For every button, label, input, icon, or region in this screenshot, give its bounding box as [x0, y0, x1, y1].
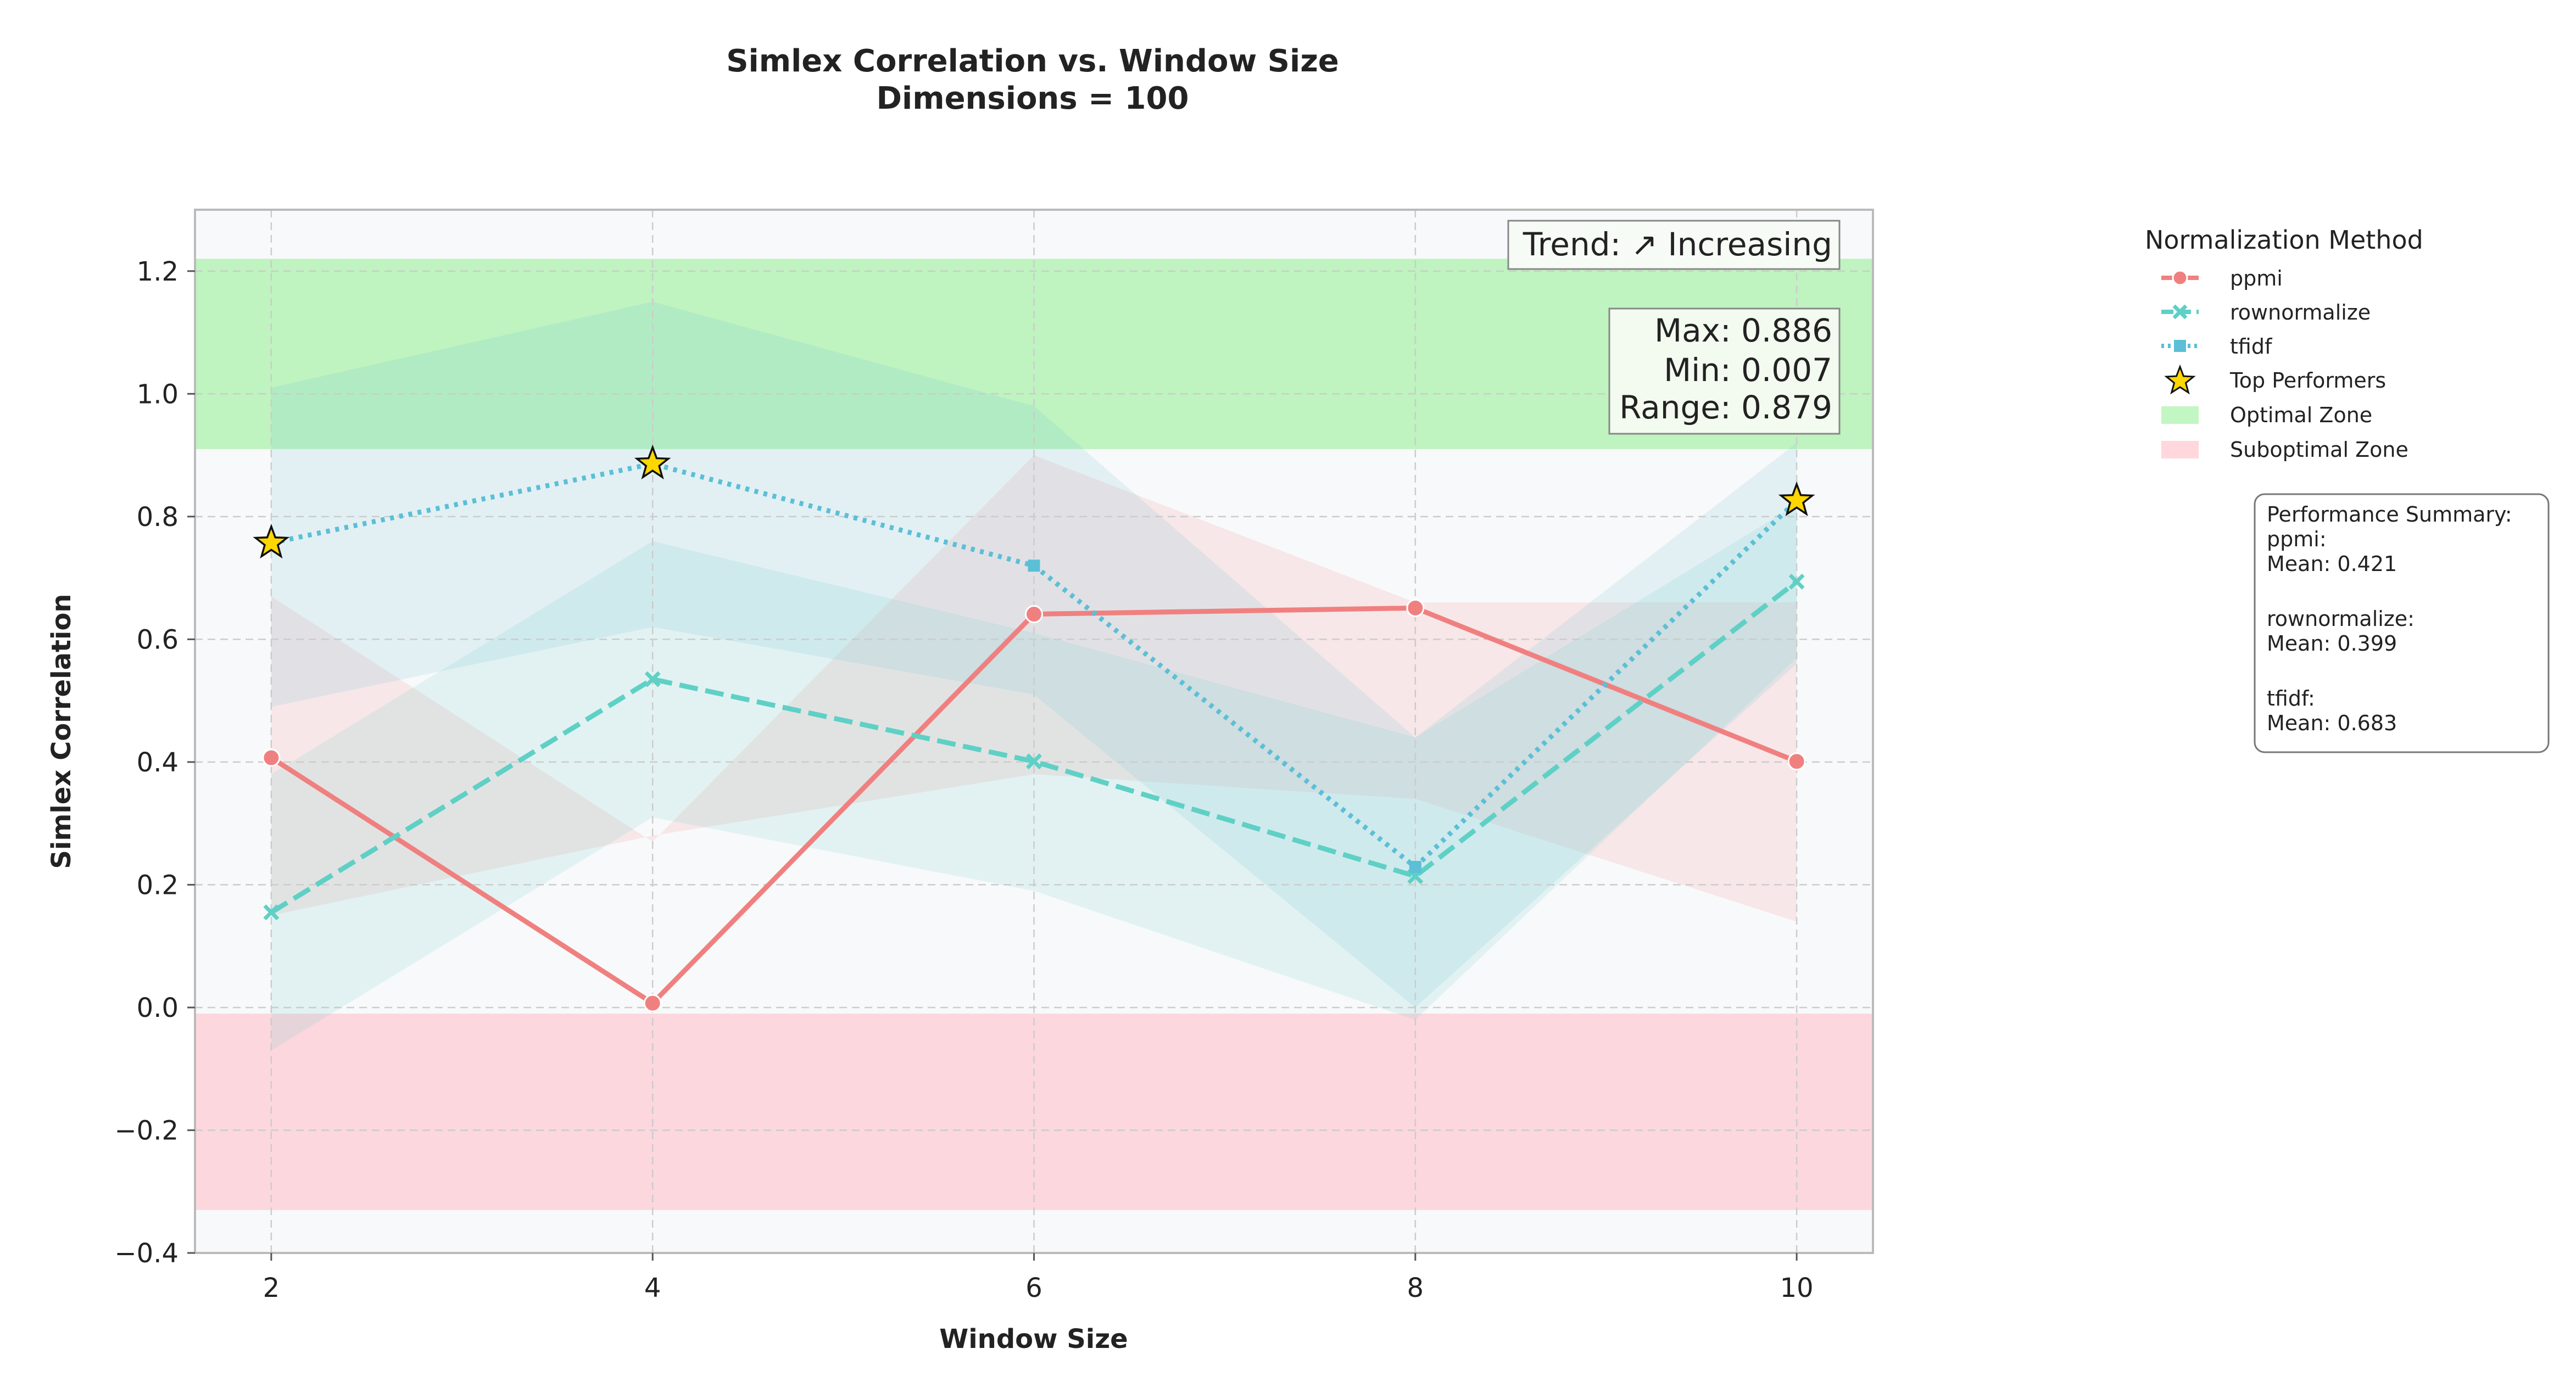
y-tick-label: 0.6 [137, 624, 179, 655]
point-rownormalize [644, 671, 661, 687]
legend-marker-ppmi [2172, 270, 2188, 286]
performance-summary: Performance Summary: ppmi: Mean: 0.421 r… [2254, 493, 2550, 753]
summary-line: ppmi: [2267, 527, 2327, 551]
legend-item-rownormalize: rownormalize [2161, 300, 2371, 324]
point-rownormalize [1026, 753, 1042, 770]
legend-label-tfidf: tfidf [2230, 334, 2273, 359]
legend-marker-tfidf [2174, 340, 2186, 352]
chart-subtitle: Dimensions = 100 [877, 81, 1189, 116]
legend-item-optimal-zone: Optimal Zone [2161, 403, 2372, 427]
legend-marker-star [2164, 364, 2196, 395]
legend-item-suboptimal-zone: Suboptimal Zone [2161, 438, 2408, 462]
summary-line: Mean: 0.683 [2267, 711, 2397, 735]
x-axis-label: Window Size [939, 1324, 1128, 1355]
trend-text: Trend: ↗ Increasing [1523, 226, 1832, 263]
stats-range: Range: 0.879 [1619, 389, 1832, 426]
stats-min: Min: 0.007 [1664, 351, 1832, 389]
y-tick-label: −0.4 [114, 1238, 179, 1269]
legend-title: Normalization Method [2145, 225, 2423, 255]
legend-label-optimal-zone: Optimal Zone [2230, 403, 2372, 427]
summary-line: tfidf: [2267, 686, 2315, 710]
x-tick-label: 4 [644, 1273, 661, 1303]
x-axis-ticks: 2 4 6 8 10 [263, 1253, 1814, 1303]
y-tick-label: 0.8 [137, 502, 179, 533]
point-ppmi [1406, 598, 1425, 617]
band-ppmi [271, 455, 1797, 922]
point-ppmi [1025, 605, 1043, 624]
legend: Normalization Method ppmi rownormalize t… [2145, 225, 2423, 462]
point-tfidf [1028, 559, 1040, 572]
summary-line: rownormalize: [2267, 607, 2415, 631]
x-tick-label: 6 [1025, 1273, 1042, 1303]
y-axis-label: Simlex Correlation [46, 594, 77, 869]
series-line-rownormalize [270, 579, 1798, 915]
legend-item-top-performers: Top Performers [2164, 364, 2386, 395]
legend-patch-optimal [2161, 406, 2199, 424]
top-performer-star [253, 523, 290, 559]
stats-annotation: Max: 0.886 Min: 0.007 Range: 0.879 [1608, 307, 1841, 435]
trend-box [1507, 220, 1841, 270]
y-tick-label: 1.0 [137, 379, 179, 410]
grid [195, 210, 1873, 1254]
trend-annotation: Trend: ↗ Increasing [1507, 220, 1841, 270]
x-tick-label: 10 [1780, 1273, 1814, 1303]
y-tick-label: 0.4 [137, 747, 179, 778]
stats-box [1608, 307, 1841, 435]
top-performers [253, 444, 1815, 559]
summary-box [2254, 493, 2550, 753]
summary-line: Mean: 0.399 [2267, 631, 2397, 656]
legend-item-ppmi: ppmi [2161, 266, 2283, 290]
y-tick-label: 1.2 [137, 256, 179, 287]
chart-title: Simlex Correlation vs. Window Size [726, 43, 1339, 79]
summary-line: Mean: 0.421 [2267, 552, 2397, 576]
legend-label-top-performers: Top Performers [2229, 368, 2386, 393]
legend-marker-rownormalize [2172, 304, 2188, 320]
point-ppmi [1787, 752, 1806, 771]
point-ppmi [643, 994, 662, 1012]
point-rownormalize [1788, 573, 1805, 590]
legend-label-ppmi: ppmi [2230, 266, 2283, 290]
y-tick-label: 0.2 [137, 870, 179, 900]
legend-item-tfidf: tfidf [2161, 334, 2273, 359]
top-performer-star [1778, 481, 1815, 517]
stats-max: Max: 0.886 [1654, 312, 1832, 349]
y-axis-ticks: −0.4 −0.2 0.0 0.2 0.4 0.6 0.8 1.0 1.2 [114, 256, 195, 1269]
legend-patch-suboptimal [2161, 441, 2199, 458]
summary-line: Performance Summary: [2267, 502, 2512, 527]
legend-label-rownormalize: rownormalize [2230, 300, 2371, 324]
y-tick-label: 0.0 [137, 993, 179, 1023]
point-tfidf [1409, 861, 1421, 873]
x-tick-label: 8 [1407, 1273, 1424, 1303]
point-ppmi [262, 748, 281, 767]
x-tick-label: 2 [263, 1273, 280, 1303]
point-rownormalize [263, 904, 280, 921]
top-performer-star [634, 444, 671, 480]
y-tick-label: −0.2 [114, 1115, 179, 1146]
legend-label-suboptimal-zone: Suboptimal Zone [2230, 438, 2408, 462]
